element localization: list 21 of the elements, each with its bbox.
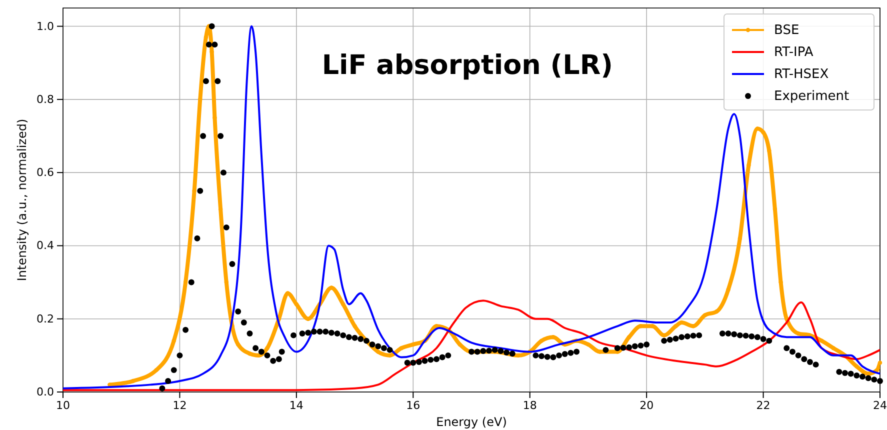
legend-label: RT-HSEX [774, 67, 829, 82]
legend-label: Experiment [774, 89, 850, 104]
x-tick-label: 24 [873, 398, 887, 412]
x-tick-label: 14 [289, 398, 304, 412]
x-tick-label: 18 [522, 398, 537, 412]
y-tick-label: 0.6 [36, 166, 54, 180]
text: LiF absorption (LR) [322, 50, 613, 81]
x-tick-label: 10 [56, 398, 70, 412]
x-tick-label: 20 [640, 398, 654, 412]
x-tick-label: 22 [756, 398, 770, 412]
legend-label: BSE [774, 23, 800, 38]
y-axis-title: Intensity (a.u., normalized) [15, 118, 29, 282]
y-tick-label: 1.0 [36, 20, 54, 33]
legend-label: RT-IPA [774, 45, 814, 60]
x-tick-label: 16 [406, 398, 420, 412]
y-tick-label: 0.2 [36, 312, 54, 326]
y-tick-label: 0.4 [36, 239, 54, 252]
x-tick-label: 12 [172, 398, 187, 412]
y-tick-label: 0.0 [36, 386, 54, 399]
y-tick-label: 0.8 [36, 92, 54, 106]
x-axis-title: Energy (eV) [436, 415, 507, 429]
